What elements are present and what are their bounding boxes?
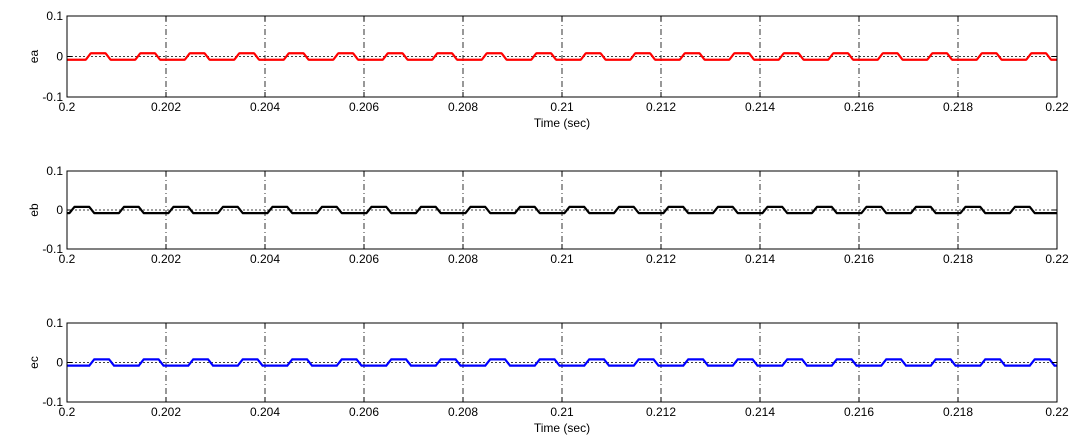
x-tick-label: 0.2 [59, 252, 76, 266]
x-tick-label: 0.216 [844, 405, 874, 419]
x-tick-label: 0.218 [943, 405, 973, 419]
chart-panel-ec: 0.2 0.202 0.204 0.206 0.208 0.21 0.212 0.214 0.2… [27, 316, 1069, 435]
x-tick-label: 0.208 [448, 100, 478, 114]
y-tick-label: 0.1 [46, 164, 63, 178]
series-line [66, 205, 1058, 215]
x-tick-label: 0.202 [151, 100, 181, 114]
y-tick-label: -0.1 [42, 90, 63, 104]
y-axis-label: ec [27, 356, 41, 369]
x-tick-label: 0.202 [151, 252, 181, 266]
series-line [66, 52, 1058, 61]
y-tick-label: 0 [56, 356, 63, 370]
x-tick-label: 0.212 [646, 405, 676, 419]
x-tick-label: 0.214 [745, 100, 775, 114]
x-axis-label: Time (sec) [534, 116, 590, 130]
y-tick-label: -0.1 [42, 242, 63, 256]
y-tick-label: -0.1 [42, 395, 63, 409]
x-tick-label: 0.21 [550, 100, 574, 114]
x-tick-label: 0.218 [943, 100, 973, 114]
x-tick-label: 0.21 [550, 405, 574, 419]
x-tick-label: 0.206 [349, 100, 379, 114]
chart-panel-eb: 0.2 0.202 0.204 0.206 0.208 0.21 0.212 0.214 0.2… [27, 164, 1069, 266]
x-tick-label: 0.214 [745, 252, 775, 266]
x-tick-label: 0.212 [646, 100, 676, 114]
x-tick-label: 0.204 [250, 252, 280, 266]
x-tick-label: 0.206 [349, 252, 379, 266]
x-axis-label: Time (sec) [534, 421, 590, 435]
x-tick-label: 0.218 [943, 252, 973, 266]
y-tick-label: 0 [56, 50, 63, 64]
x-tick-label: 0.22 [1045, 100, 1069, 114]
x-tick-label: 0.212 [646, 252, 676, 266]
x-tick-label: 0.202 [151, 405, 181, 419]
x-tick-label: 0.22 [1045, 405, 1069, 419]
series-line [66, 358, 1058, 367]
y-tick-label: 0.1 [46, 9, 63, 23]
y-axis-label: eb [27, 203, 41, 217]
x-tick-label: 0.208 [448, 252, 478, 266]
x-tick-label: 0.206 [349, 405, 379, 419]
x-tick-label: 0.21 [550, 252, 574, 266]
x-tick-label: 0.216 [844, 252, 874, 266]
x-tick-label: 0.2 [59, 405, 76, 419]
y-tick-label: 0 [56, 203, 63, 217]
x-tick-label: 0.208 [448, 405, 478, 419]
x-tick-label: 0.22 [1045, 252, 1069, 266]
y-axis-label: ea [27, 50, 41, 64]
x-tick-label: 0.204 [250, 100, 280, 114]
x-tick-label: 0.2 [59, 100, 76, 114]
x-tick-label: 0.214 [745, 405, 775, 419]
x-tick-label: 0.204 [250, 405, 280, 419]
x-tick-label: 0.216 [844, 100, 874, 114]
chart-panel-ea: 0.2 0.202 0.204 0.206 0.208 0.21 0.212 0.214 0.2… [27, 9, 1069, 130]
y-tick-label: 0.1 [46, 316, 63, 330]
